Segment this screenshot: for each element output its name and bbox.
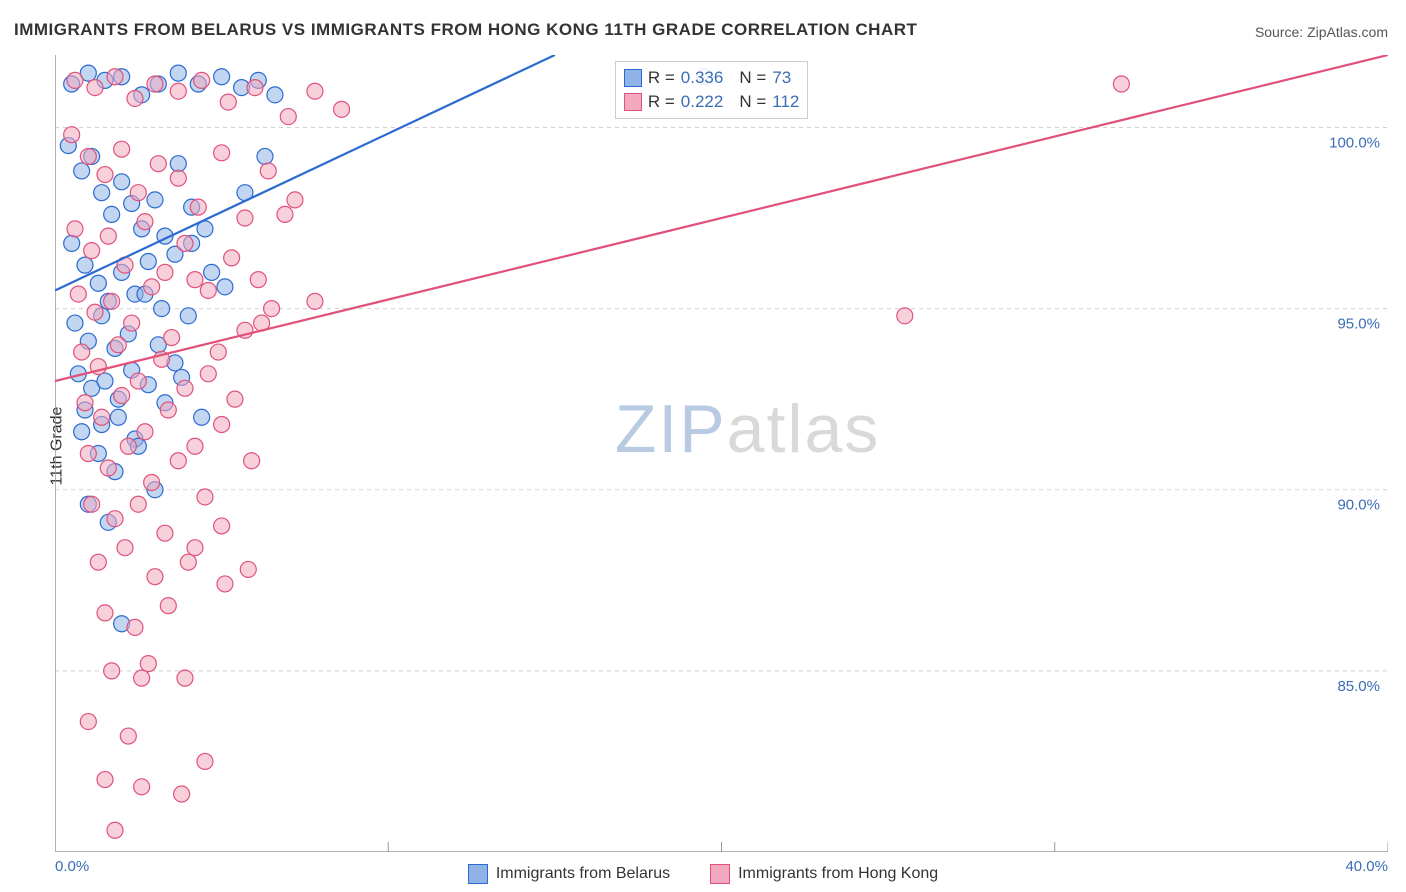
svg-text:100.0%: 100.0% xyxy=(1329,134,1380,151)
source-attribution: Source: ZipAtlas.com xyxy=(1255,24,1388,40)
stat-n-label: N = xyxy=(739,90,766,114)
stat-r-value-hongkong: 0.222 xyxy=(681,90,724,114)
svg-text:85.0%: 85.0% xyxy=(1337,678,1380,695)
svg-text:90.0%: 90.0% xyxy=(1337,497,1380,514)
svg-text:95.0%: 95.0% xyxy=(1337,316,1380,333)
x-tick-label: 40.0% xyxy=(1345,858,1388,875)
stat-row-hongkong: R = 0.222 N = 112 xyxy=(624,90,800,114)
source-link[interactable]: ZipAtlas.com xyxy=(1307,24,1388,40)
stat-swatch-belarus xyxy=(624,69,642,87)
chart-title: IMMIGRANTS FROM BELARUS VS IMMIGRANTS FR… xyxy=(14,20,917,40)
stat-swatch-hongkong xyxy=(624,93,642,111)
correlation-stats-box: R = 0.336 N = 73 R = 0.222 N = 112 xyxy=(615,61,809,119)
source-label: Source: xyxy=(1255,24,1307,40)
stat-n-label: N = xyxy=(739,66,766,90)
stat-n-value-belarus: 73 xyxy=(772,66,791,90)
x-tick-label: 0.0% xyxy=(55,858,89,875)
stat-r-label: R = xyxy=(648,66,675,90)
stat-n-value-hongkong: 112 xyxy=(772,90,799,114)
stat-r-label: R = xyxy=(648,90,675,114)
plot-svg: 85.0% 90.0% 95.0% 100.0% xyxy=(55,55,1388,852)
stat-row-belarus: R = 0.336 N = 73 xyxy=(624,66,800,90)
stat-r-value-belarus: 0.336 xyxy=(681,66,724,90)
scatter-plot: ZIPatlas 85.0%90.0%95.0%100.0% R = 0.336… xyxy=(55,55,1388,852)
